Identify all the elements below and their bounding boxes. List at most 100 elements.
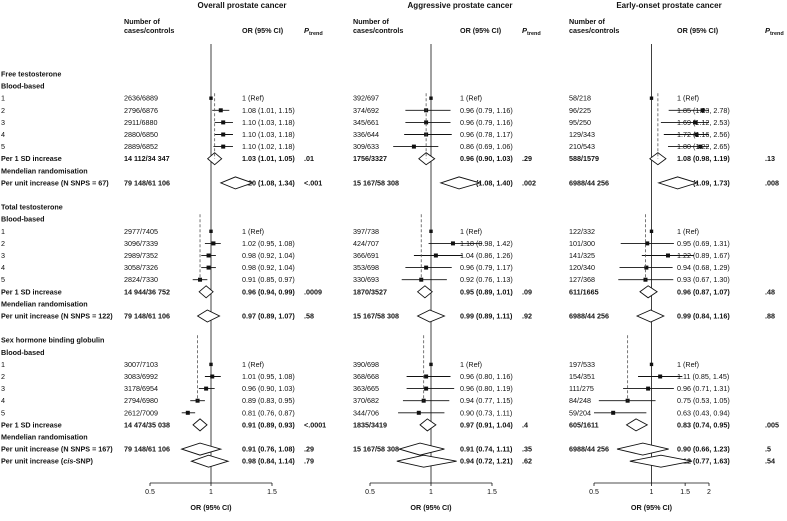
cases-controls-value: 95/250 xyxy=(569,118,591,127)
cases-controls-value: 390/698 xyxy=(353,360,379,369)
or-ci-value: 1 (Ref) xyxy=(460,360,482,369)
cases-controls-value: 2880/6850 xyxy=(124,130,158,139)
or-ci-value: 0.96 (0.90, 1.03) xyxy=(242,384,295,393)
cases-controls-value: 197/533 xyxy=(569,360,595,369)
or-ci-value: 1.08 (0.98, 1.19) xyxy=(677,154,730,163)
cases-controls-value: 15 167/58 308 xyxy=(353,445,399,454)
ptrend-value: .005 xyxy=(765,420,779,429)
cases-controls-value: 101/300 xyxy=(569,239,595,248)
row-label: 1 xyxy=(1,94,5,103)
estimate-square xyxy=(700,108,705,113)
estimate-square xyxy=(424,265,429,270)
header-cases-line2: cases/controls xyxy=(124,26,174,35)
estimate-diamond xyxy=(418,152,436,166)
cases-controls-value: 392/697 xyxy=(353,94,379,103)
ptrend-value: .58 xyxy=(304,312,314,321)
cases-controls-value: 141/325 xyxy=(569,251,595,260)
estimate-square xyxy=(209,362,213,367)
or-ci-value: 1.03 (1.01, 1.05) xyxy=(242,154,295,163)
cases-controls-value: 2989/7352 xyxy=(124,251,158,260)
row-label: Mendelian randomisation xyxy=(1,166,88,175)
estimate-square xyxy=(221,120,226,125)
estimate-square xyxy=(611,410,616,415)
cases-controls-value: 353/698 xyxy=(353,263,379,272)
section-title: Aggressive prostate cancer xyxy=(408,1,513,10)
or-ci-value: 0.94 (0.77, 1.15) xyxy=(460,396,513,405)
estimate-square xyxy=(211,241,216,246)
cases-controls-value: 366/691 xyxy=(353,251,379,260)
or-ci-value: 0.81 (0.76, 0.87) xyxy=(242,408,295,417)
x-tick-label: 0.5 xyxy=(589,489,599,496)
cases-controls-value: 336/644 xyxy=(353,130,379,139)
estimate-diamond xyxy=(635,309,665,323)
estimate-diamond xyxy=(198,285,214,299)
header-cases-line2: cases/controls xyxy=(569,26,619,35)
row-label: 2 xyxy=(1,239,5,248)
section-title: Overall prostate cancer xyxy=(198,1,287,10)
or-ci-value: 0.95 (0.69, 1.31) xyxy=(677,239,730,248)
ptrend-value: .5 xyxy=(765,445,771,454)
estimate-diamond xyxy=(416,309,446,323)
or-ci-value: 1.18 (0.98, 1.42) xyxy=(460,239,513,248)
or-ci-value: 0.96 (0.90, 1.03) xyxy=(460,154,513,163)
or-ci-value: 1.02 (0.95, 1.08) xyxy=(242,239,295,248)
or-ci-value: 1 (Ref) xyxy=(242,94,264,103)
row-label: 2 xyxy=(1,106,5,115)
header-cases-line1: Number of xyxy=(124,17,161,26)
cases-controls-value: 14 474/35 038 xyxy=(124,420,170,429)
row-label: 4 xyxy=(1,130,5,139)
cases-controls-value: 59/204 xyxy=(569,408,591,417)
row-label: Free testosterone xyxy=(1,70,61,79)
estimate-square xyxy=(210,374,215,379)
estimate-square xyxy=(649,362,654,367)
x-axis-label: OR (95% CI) xyxy=(190,503,232,512)
estimate-diamond xyxy=(180,442,223,456)
ptrend-value: .35 xyxy=(522,445,532,454)
row-label: 2 xyxy=(1,372,5,381)
or-ci-value: 0.91 (0.89, 0.93) xyxy=(242,420,295,429)
header-ptrend: Ptrend xyxy=(765,26,784,37)
row-label: Mendelian randomisation xyxy=(1,299,88,308)
cases-controls-value: 2796/6876 xyxy=(124,106,158,115)
or-ci-value: 1.04 (0.86, 1.26) xyxy=(460,251,513,260)
or-ci-value: 1 (Ref) xyxy=(677,94,699,103)
or-ci-value: 0.96 (0.80, 1.19) xyxy=(460,384,513,393)
x-tick-label: 1.5 xyxy=(680,489,690,496)
cases-controls-value: 1835/3419 xyxy=(353,420,387,429)
or-ci-value: 0.91 (0.85, 0.97) xyxy=(242,275,295,284)
row-label: Per 1 SD increase xyxy=(1,154,62,163)
header-cases-line1: Number of xyxy=(569,17,606,26)
x-tick-label: 0.5 xyxy=(365,489,375,496)
row-label-part: -SNP) xyxy=(73,457,93,466)
cases-controls-value: 111/275 xyxy=(569,384,594,393)
x-tick-label: 1.5 xyxy=(267,489,277,496)
cases-controls-value: 330/693 xyxy=(353,275,379,284)
cases-controls-value: 3096/7339 xyxy=(124,239,158,248)
or-ci-value: 0.97 (0.89, 1.07) xyxy=(242,312,295,321)
or-ci-value: 1.01 (0.95, 1.08) xyxy=(242,372,295,381)
or-ci-value: 0.98 (0.92, 1.04) xyxy=(242,263,295,272)
estimate-square xyxy=(209,229,213,233)
or-ci-value: 1.22 (0.89, 1.67) xyxy=(677,251,730,260)
ptrend-value: .008 xyxy=(765,178,779,187)
header-cases-line1: Number of xyxy=(353,17,390,26)
x-tick-label: 0.5 xyxy=(145,489,155,496)
row-label: 1 xyxy=(1,360,5,369)
estimate-diamond xyxy=(196,309,221,323)
estimate-square xyxy=(424,386,429,391)
or-ci-value: 1.37 (1.09, 1.73) xyxy=(677,178,730,187)
row-label-part: cis xyxy=(63,457,73,466)
cases-controls-value: 2911/6880 xyxy=(124,118,157,127)
estimate-square xyxy=(206,253,211,258)
row-label: Sex hormone binding globulin xyxy=(1,336,104,345)
estimate-square xyxy=(645,241,650,246)
row-label: Per unit increase (N SNPS = 122) xyxy=(1,312,113,321)
cases-controls-value: 611/1665 xyxy=(569,287,599,296)
x-tick-label: 2 xyxy=(707,489,711,496)
ptrend-value: .01 xyxy=(304,154,314,163)
or-ci-value: 0.90 (0.66, 1.23) xyxy=(677,445,730,454)
estimate-diamond xyxy=(416,285,433,299)
cases-controls-value: 14 112/34 347 xyxy=(124,154,170,163)
or-ci-value: 1.08 (1.01, 1.15) xyxy=(242,106,295,115)
row-label: Blood-based xyxy=(1,82,45,91)
